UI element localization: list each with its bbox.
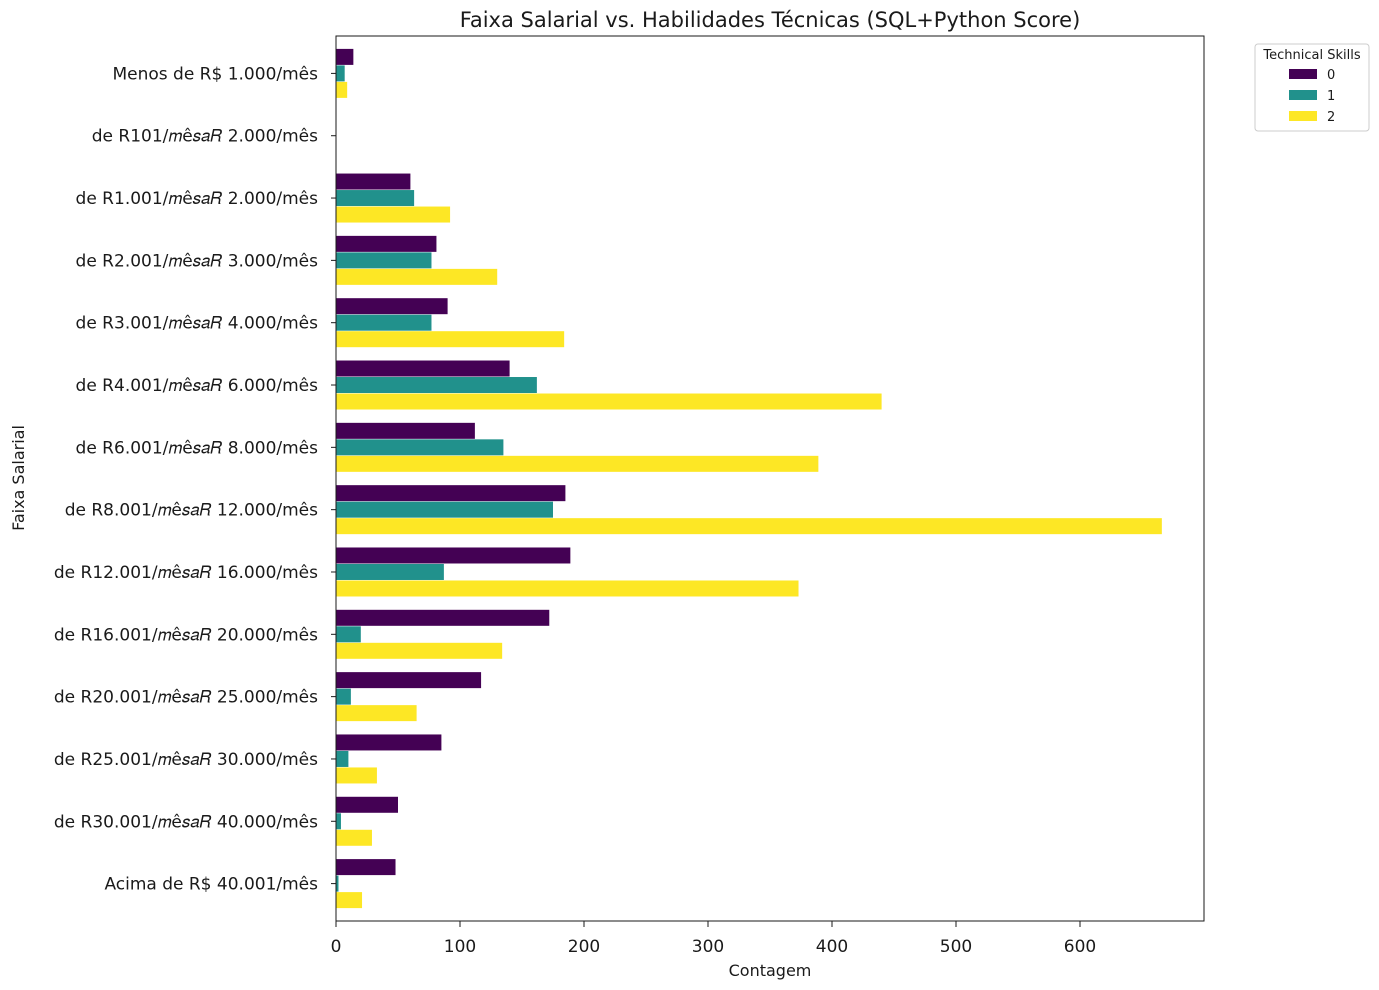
y-tick-label: de R25.001/𝑚ê𝑠𝑎𝑅 30.000/mês <box>54 750 318 770</box>
bar-series-1-5 <box>336 377 537 394</box>
bar-series-1-3 <box>336 252 432 269</box>
bar-series-0-4 <box>336 298 448 315</box>
legend-frame <box>1254 43 1370 132</box>
y-tick-label: Menos de R$ 1.000/mês <box>112 64 318 84</box>
y-tick-label: de R4.001/𝑚ê𝑠𝑎𝑅 6.000/mês <box>76 376 319 396</box>
bar-series-2-4 <box>336 331 565 348</box>
x-tick-label: 200 <box>568 937 600 957</box>
bar-series-2-2 <box>336 206 451 223</box>
bar-series-0-11 <box>336 734 442 751</box>
y-tick-label: de R3.001/𝑚ê𝑠𝑎𝑅 4.000/mês <box>76 314 319 334</box>
bar-series-0-12 <box>336 796 398 813</box>
bar-series-2-0 <box>336 81 348 98</box>
bar-series-1-10 <box>336 688 351 705</box>
bar-series-0-7 <box>336 485 566 502</box>
bar-series-0-10 <box>336 672 482 689</box>
x-tick-label: 300 <box>692 937 724 957</box>
legend-label-2: 2 <box>1327 110 1335 125</box>
legend: Technical Skills 0 1 2 <box>1254 43 1370 132</box>
bar-series-1-13 <box>336 875 339 892</box>
bar-series-2-13 <box>336 892 363 909</box>
y-tick-label: de R2.001/𝑚ê𝑠𝑎𝑅 3.000/mês <box>76 251 319 271</box>
x-tick-label: 500 <box>940 937 972 957</box>
y-tick-label: de R16.001/𝑚ê𝑠𝑎𝑅 20.000/mês <box>54 625 318 645</box>
bars-layer <box>336 48 1162 909</box>
plot-frame <box>335 35 1205 922</box>
bar-series-0-8 <box>336 547 571 564</box>
y-tick-label: de R12.001/𝑚ê𝑠𝑎𝑅 16.000/mês <box>54 563 318 583</box>
legend-label-0: 0 <box>1327 68 1335 83</box>
bar-series-1-6 <box>336 439 504 456</box>
bar-series-2-8 <box>336 580 799 597</box>
bar-series-2-6 <box>336 455 819 472</box>
bar-series-1-11 <box>336 750 349 767</box>
y-tick-label: de R101/𝑚ê𝑠𝑎𝑅 2.000/mês <box>92 127 318 147</box>
legend-swatch-1 <box>1289 90 1317 100</box>
bar-series-1-4 <box>336 314 432 331</box>
bar-series-2-5 <box>336 393 882 410</box>
x-axis: 0 100 200 300 400 500 600 <box>331 921 1096 957</box>
legend-title: Technical Skills <box>1262 48 1360 63</box>
x-tick-label: 400 <box>816 937 848 957</box>
bar-series-0-3 <box>336 235 437 252</box>
y-tick-label: de R30.001/𝑚ê𝑠𝑎𝑅 40.000/mês <box>54 812 318 832</box>
y-axis: Menos de R$ 1.000/mês de R101/𝑚ê𝑠𝑎𝑅 2.000… <box>54 64 336 895</box>
bar-series-2-10 <box>336 705 417 722</box>
chart-title: Faixa Salarial vs. Habilidades Técnicas … <box>460 8 1081 32</box>
bar-series-2-12 <box>336 829 372 846</box>
x-axis-label: Contagem <box>729 961 812 980</box>
bar-series-0-0 <box>336 48 354 65</box>
bar-series-2-3 <box>336 268 498 285</box>
y-tick-label: de R6.001/𝑚ê𝑠𝑎𝑅 8.000/mês <box>76 438 319 458</box>
bar-series-2-11 <box>336 767 377 784</box>
bar-series-0-5 <box>336 360 510 377</box>
bar-series-1-2 <box>336 190 415 207</box>
bar-series-0-6 <box>336 422 475 439</box>
bar-series-1-0 <box>336 65 345 82</box>
bar-series-1-12 <box>336 813 341 830</box>
y-tick-label: Acima de R$ 40.001/mês <box>104 875 318 895</box>
x-tick-label: 600 <box>1064 937 1096 957</box>
bar-series-1-7 <box>336 501 553 518</box>
bar-series-2-7 <box>336 518 1162 535</box>
y-axis-label: Faixa Salarial <box>9 425 28 531</box>
bar-series-0-9 <box>336 609 550 626</box>
legend-swatch-2 <box>1289 111 1317 121</box>
x-tick-label: 100 <box>444 937 476 957</box>
y-tick-label: de R8.001/𝑚ê𝑠𝑎𝑅 12.000/mês <box>65 501 318 521</box>
bar-series-1-8 <box>336 563 444 580</box>
bar-series-0-2 <box>336 173 411 190</box>
legend-label-1: 1 <box>1327 89 1335 104</box>
y-tick-label: de R20.001/𝑚ê𝑠𝑎𝑅 25.000/mês <box>54 688 318 708</box>
legend-swatch-0 <box>1289 69 1317 79</box>
x-tick-label: 0 <box>331 937 342 957</box>
bar-series-1-9 <box>336 626 361 643</box>
legend-items: 0 1 2 <box>1289 68 1335 125</box>
y-tick-label: de R1.001/𝑚ê𝑠𝑎𝑅 2.000/mês <box>76 189 319 209</box>
bar-series-0-13 <box>336 859 396 876</box>
bar-series-2-9 <box>336 642 503 659</box>
